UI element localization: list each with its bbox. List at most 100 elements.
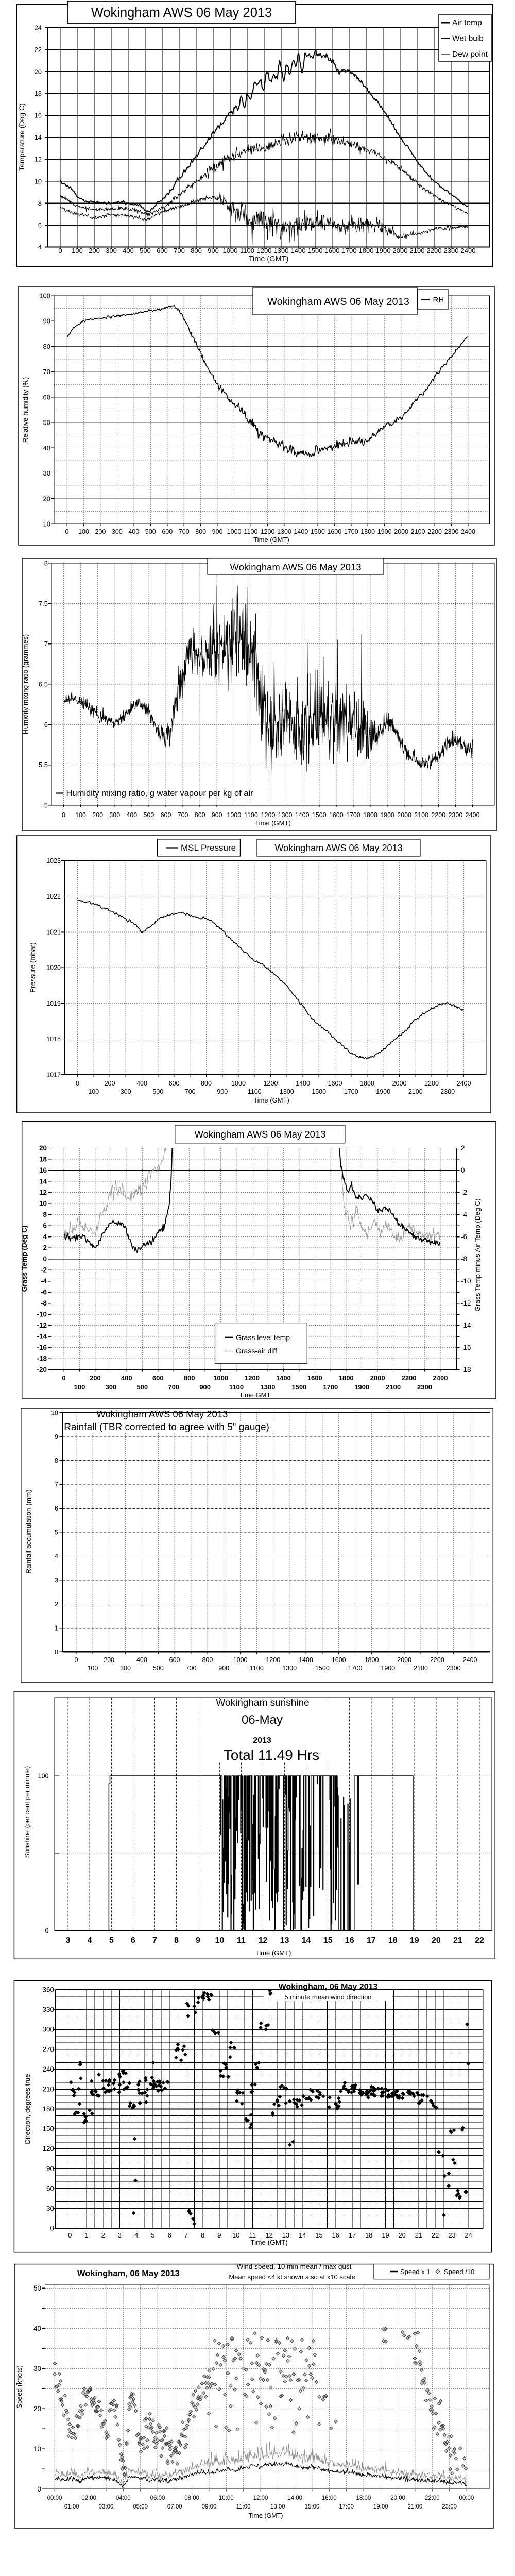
svg-text:700: 700	[174, 247, 185, 255]
svg-text:2400: 2400	[461, 528, 475, 535]
svg-text:10: 10	[215, 1936, 225, 1945]
svg-text:10: 10	[51, 1409, 58, 1416]
svg-text:16: 16	[35, 112, 42, 120]
svg-text:2200: 2200	[430, 1656, 444, 1664]
svg-text:16: 16	[332, 2231, 339, 2239]
svg-text:2300: 2300	[448, 811, 462, 819]
svg-text:30: 30	[43, 469, 50, 477]
svg-text:16: 16	[345, 1936, 354, 1945]
svg-text:17:00: 17:00	[339, 2504, 354, 2510]
svg-text:Wokingham AWS 06 May 2013: Wokingham AWS 06 May 2013	[91, 6, 272, 20]
svg-text:14: 14	[302, 1936, 311, 1945]
svg-text:0: 0	[37, 2485, 41, 2493]
svg-text:1300: 1300	[280, 1088, 294, 1095]
svg-text:1400: 1400	[291, 247, 306, 255]
svg-text:1200: 1200	[266, 1656, 280, 1664]
svg-text:20: 20	[33, 2405, 41, 2413]
svg-text:12: 12	[39, 1189, 47, 1196]
svg-text:6: 6	[168, 2231, 171, 2239]
svg-text:-4: -4	[461, 1211, 467, 1218]
svg-text:15:00: 15:00	[305, 2504, 320, 2510]
svg-text:21:00: 21:00	[408, 2504, 423, 2510]
svg-text:1900: 1900	[376, 247, 391, 255]
svg-text:23: 23	[448, 2231, 455, 2239]
svg-text:-8: -8	[461, 1255, 467, 1263]
svg-text:400: 400	[126, 811, 137, 819]
svg-text:Grass Temp minus Air Temp (Deg: Grass Temp minus Air Temp (Deg C)	[474, 1198, 482, 1311]
svg-text:5 minute mean wind direction: 5 minute mean wind direction	[284, 1993, 371, 2001]
svg-text:Wokingham, 06 May 2013: Wokingham, 06 May 2013	[77, 2269, 180, 2278]
svg-text:40: 40	[43, 444, 50, 452]
svg-text:11: 11	[237, 1936, 246, 1945]
svg-text:1300: 1300	[274, 247, 289, 255]
svg-text:07:00: 07:00	[167, 2504, 182, 2510]
svg-text:300: 300	[112, 528, 123, 535]
svg-text:-2: -2	[41, 1266, 47, 1274]
svg-text:-2: -2	[461, 1189, 467, 1196]
svg-text:-8: -8	[41, 1299, 47, 1307]
svg-text:0: 0	[65, 528, 69, 535]
svg-text:2100: 2100	[408, 1088, 423, 1095]
svg-text:240: 240	[42, 2065, 54, 2073]
svg-text:18: 18	[365, 2231, 372, 2239]
svg-text:900: 900	[218, 1665, 229, 1672]
svg-text:2: 2	[43, 1244, 47, 1252]
svg-text:100: 100	[78, 528, 89, 535]
svg-text:150: 150	[42, 2125, 54, 2133]
svg-text:1700: 1700	[342, 247, 357, 255]
svg-text:Rainfall accumulation (mm): Rainfall accumulation (mm)	[25, 1489, 32, 1574]
svg-text:2300: 2300	[440, 1088, 455, 1095]
svg-text:1600: 1600	[307, 1374, 322, 1382]
svg-text:9: 9	[217, 2231, 221, 2239]
svg-text:22: 22	[432, 2231, 439, 2239]
svg-text:400: 400	[123, 247, 134, 255]
svg-text:120: 120	[42, 2145, 54, 2153]
svg-text:1200: 1200	[245, 1374, 260, 1382]
svg-text:2300: 2300	[444, 528, 459, 535]
svg-text:1023: 1023	[46, 857, 61, 865]
svg-text:19:00: 19:00	[373, 2504, 388, 2510]
svg-text:900: 900	[199, 1383, 211, 1391]
svg-text:1020: 1020	[46, 964, 61, 972]
svg-text:1500: 1500	[291, 1383, 306, 1391]
svg-text:600: 600	[169, 1656, 180, 1664]
svg-text:18:00: 18:00	[356, 2495, 371, 2501]
svg-text:0: 0	[461, 1166, 465, 1174]
svg-text:2400: 2400	[461, 247, 476, 255]
svg-text:06:00: 06:00	[150, 2495, 165, 2501]
svg-text:1400: 1400	[294, 528, 308, 535]
svg-text:50: 50	[43, 419, 50, 427]
svg-text:1900: 1900	[377, 528, 392, 535]
svg-text:300: 300	[120, 1665, 131, 1672]
svg-text:20: 20	[432, 1936, 441, 1945]
svg-text:Time (GMT): Time (GMT)	[255, 819, 291, 827]
svg-text:-20: -20	[37, 1366, 47, 1374]
svg-text:400: 400	[136, 1656, 147, 1664]
svg-text:1900: 1900	[381, 1665, 395, 1672]
svg-text:8: 8	[44, 560, 48, 567]
svg-text:1000: 1000	[231, 1080, 246, 1087]
svg-text:Wet bulb: Wet bulb	[452, 35, 484, 43]
svg-text:1800: 1800	[360, 1080, 374, 1087]
svg-text:2400: 2400	[466, 811, 480, 819]
svg-text:180: 180	[42, 2105, 54, 2113]
svg-text:1800: 1800	[365, 1656, 379, 1664]
svg-text:2: 2	[101, 2231, 105, 2239]
svg-text:100: 100	[75, 811, 86, 819]
svg-text:100: 100	[88, 1088, 99, 1095]
svg-text:5.5: 5.5	[39, 761, 48, 769]
svg-text:2000: 2000	[370, 1374, 385, 1382]
svg-text:Wokingham AWS 06 May 2013: Wokingham AWS 06 May 2013	[230, 562, 361, 572]
svg-text:Grass Temp (Deg C): Grass Temp (Deg C)	[21, 1226, 28, 1292]
svg-text:-10: -10	[37, 1311, 47, 1318]
svg-text:500: 500	[143, 811, 154, 819]
svg-text:7: 7	[184, 2231, 188, 2239]
svg-text:9: 9	[55, 1433, 58, 1440]
svg-text:6: 6	[38, 221, 42, 229]
svg-text:1500: 1500	[308, 247, 323, 255]
svg-text:4: 4	[43, 1233, 47, 1241]
svg-text:1300: 1300	[278, 811, 293, 819]
svg-text:100: 100	[72, 247, 83, 255]
svg-text:Wokingham AWS 06 May 2013: Wokingham AWS 06 May 2013	[267, 296, 409, 308]
svg-text:Time (GMT): Time (GMT)	[250, 2239, 287, 2246]
